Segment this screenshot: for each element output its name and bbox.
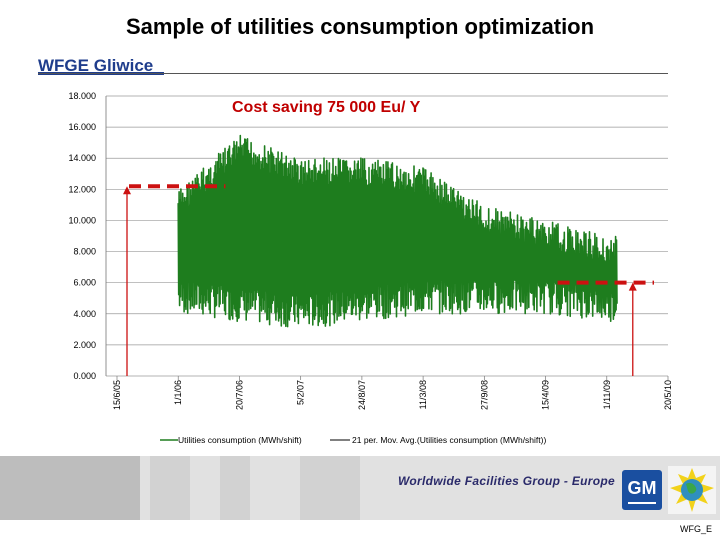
consumption-series-line — [177, 134, 618, 328]
y-tick-label: 18.000 — [68, 91, 96, 101]
x-tick-label: 24/8/07 — [357, 380, 367, 410]
y-tick-label: 6.000 — [73, 278, 96, 288]
saving-arrow-left-head — [123, 186, 131, 195]
gm-logo: GM — [622, 470, 662, 510]
x-tick-label: 20/7/06 — [234, 380, 244, 410]
y-tick-label: 12.000 — [68, 184, 96, 194]
x-tick-label: 15/6/05 — [112, 380, 122, 410]
y-tick-label: 2.000 — [73, 340, 96, 350]
footer-left-panel — [0, 456, 140, 520]
y-tick-label: 16.000 — [68, 122, 96, 132]
globe-icon — [668, 466, 716, 514]
footer-group-name: Worldwide Facilities Group - Europe — [398, 474, 615, 488]
x-tick-label: 1/1/06 — [173, 380, 183, 405]
x-tick-label: 20/5/10 — [663, 380, 673, 410]
saving-arrow-right-head — [628, 282, 637, 291]
x-tick-label: 11/3/08 — [418, 380, 428, 409]
page-title: Sample of utilities consumption optimiza… — [125, 14, 595, 39]
x-tick-label: 27/9/08 — [479, 380, 489, 410]
y-tick-label: 4.000 — [73, 309, 96, 319]
cost-saving-annotation: Cost saving 75 000 Eu/ Y — [232, 99, 421, 116]
y-tick-label: 8.000 — [73, 247, 96, 257]
y-tick-label: 14.000 — [68, 153, 96, 163]
title-divider — [38, 73, 668, 74]
legend-label-consumption: Utilities consumption (MWh/shift) — [178, 435, 302, 445]
x-tick-label: 15/4/09 — [541, 380, 551, 410]
y-tick-label: 10.000 — [68, 215, 96, 225]
site-label: WFGE Gliwice — [38, 56, 154, 75]
consumption-chart: 0.000 2.000 4.000 6.000 8.000 10.000 12.000 14.… — [68, 91, 673, 445]
x-tick-label: 1/11/09 — [602, 380, 612, 409]
footer-code: WFG_E — [679, 524, 712, 534]
y-tick-label: 0.000 — [73, 371, 96, 381]
legend-label-moving-average: 21 per. Mov. Avg.(Utilities consumption … — [352, 435, 546, 445]
x-tick-label: 5/2/07 — [296, 380, 306, 405]
